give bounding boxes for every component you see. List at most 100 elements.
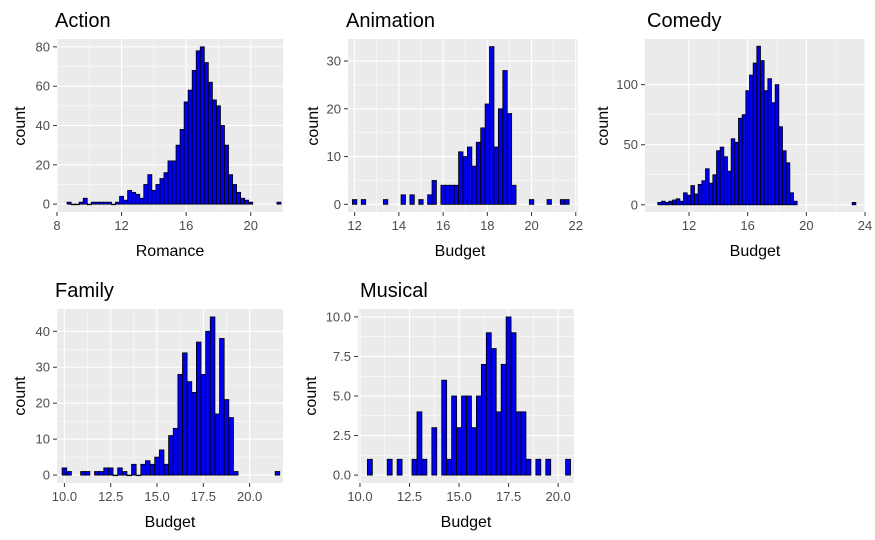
histogram-bar: [191, 70, 197, 205]
histogram-bar: [209, 316, 216, 476]
histogram-bar: [70, 203, 76, 206]
y-axis-ticks: 0 50 100: [616, 77, 645, 212]
histogram-bar: [778, 126, 783, 206]
x-tick-label: 16: [436, 218, 450, 233]
histogram-bar: [451, 395, 457, 476]
panel-animation: Animation 12 14 16 18 20 22 0 10 20 30 Budget co…: [305, 10, 583, 260]
x-tick-label: 8: [53, 218, 60, 233]
histogram-bar: [352, 199, 358, 205]
histogram-bar: [467, 146, 473, 205]
histogram-bar: [431, 427, 438, 476]
histogram-bar: [233, 471, 239, 476]
histogram-bar: [760, 60, 765, 206]
x-tick-label: 14: [392, 218, 406, 233]
histogram-bar: [694, 193, 699, 206]
histogram-bar: [453, 184, 459, 205]
histogram-bar: [505, 316, 512, 476]
histogram-bar: [657, 201, 662, 206]
histogram-bar: [171, 160, 177, 205]
histogram-bar: [749, 74, 754, 206]
histogram-bar: [158, 449, 165, 476]
histogram-bar: [143, 184, 149, 205]
histogram-bar: [409, 194, 415, 205]
histogram-bar: [396, 458, 403, 476]
histogram-bar: [546, 199, 552, 205]
y-tick-label: 5.0: [333, 389, 351, 404]
x-axis-label: Budget: [730, 243, 781, 260]
histogram-bar: [461, 395, 467, 476]
histogram-bar: [767, 78, 772, 206]
histogram-bar: [367, 458, 373, 476]
histogram-bar: [668, 200, 673, 206]
x-tick-label: 18: [480, 218, 494, 233]
y-tick-label: 80: [36, 39, 50, 54]
histogram-bar: [485, 332, 492, 476]
histogram-bar: [84, 471, 91, 476]
histogram-bar: [135, 474, 142, 477]
histogram-bar: [172, 427, 179, 476]
histogram-bars: [657, 45, 857, 206]
histogram-bar: [199, 46, 205, 205]
y-axis-label: count: [595, 106, 612, 146]
histogram-bar: [515, 411, 522, 476]
histogram-bar: [708, 182, 714, 206]
histogram-bar: [446, 458, 453, 476]
histogram-bar: [462, 156, 468, 205]
histogram-bar: [191, 391, 197, 476]
histogram-bar: [675, 198, 681, 206]
histogram-bar: [103, 201, 108, 205]
y-axis-ticks: 0 10 20 30 40: [36, 324, 57, 483]
panel-family: Family 10.0 12.5 15.0 17.5 20.0 0 10 20 30 40 Bu…: [12, 280, 283, 531]
histogram-bar: [145, 460, 151, 476]
histogram-bar: [716, 150, 721, 206]
histogram-bar: [386, 458, 393, 476]
histogram-bar: [183, 101, 189, 205]
histogram-bar: [679, 200, 684, 206]
x-tick-label: 20.0: [545, 489, 570, 504]
histogram-bar: [683, 192, 688, 206]
histogram-bar: [411, 458, 418, 476]
x-tick-label: 15.0: [446, 489, 471, 504]
histogram-bar: [200, 374, 207, 476]
histogram-bar: [154, 456, 160, 476]
histogram-bar: [119, 195, 124, 205]
y-axis-ticks: 0 10 20 30: [327, 53, 348, 212]
histogram-bar: [471, 165, 477, 205]
y-tick-label: 10.0: [326, 309, 351, 324]
histogram-bar: [480, 363, 487, 476]
y-tick-label: 60: [36, 79, 50, 94]
histogram-bar: [489, 46, 495, 205]
histogram-bar: [506, 113, 513, 205]
y-tick-label: 100: [616, 77, 638, 92]
x-tick-label: 12: [682, 218, 696, 233]
y-tick-label: 0: [334, 197, 341, 212]
histogram-bar: [525, 458, 532, 476]
x-tick-label: 10.0: [52, 489, 77, 504]
histogram-bar: [139, 197, 145, 205]
histogram-bar: [195, 341, 202, 476]
x-tick-label: 24: [858, 218, 872, 233]
histogram-bar: [559, 199, 566, 205]
histogram-bar: [664, 201, 670, 206]
histogram-bar: [187, 89, 193, 205]
histogram-bar: [115, 201, 120, 205]
histogram-bar: [167, 160, 173, 205]
histogram-bar: [186, 381, 193, 476]
histogram-bar: [276, 201, 282, 205]
histogram-bar: [500, 363, 507, 476]
histogram-bar: [440, 184, 446, 205]
x-axis-ticks: 10.0 12.5 15.0 17.5 20.0: [347, 483, 571, 504]
y-tick-label: 7.5: [333, 349, 351, 364]
histogram-bar: [484, 103, 490, 205]
x-axis-label: Romance: [136, 243, 205, 260]
x-axis-ticks: 10.0 12.5 15.0 17.5 20.0: [52, 483, 262, 504]
x-tick-label: 15.0: [144, 489, 169, 504]
panel-title: Comedy: [647, 10, 721, 32]
histogram-bar: [672, 199, 677, 206]
histogram-bar: [117, 467, 123, 476]
histogram-bar: [274, 471, 281, 476]
histogram-bar: [382, 199, 389, 205]
histogram-bar: [418, 199, 424, 205]
y-tick-label: 10: [36, 432, 50, 447]
